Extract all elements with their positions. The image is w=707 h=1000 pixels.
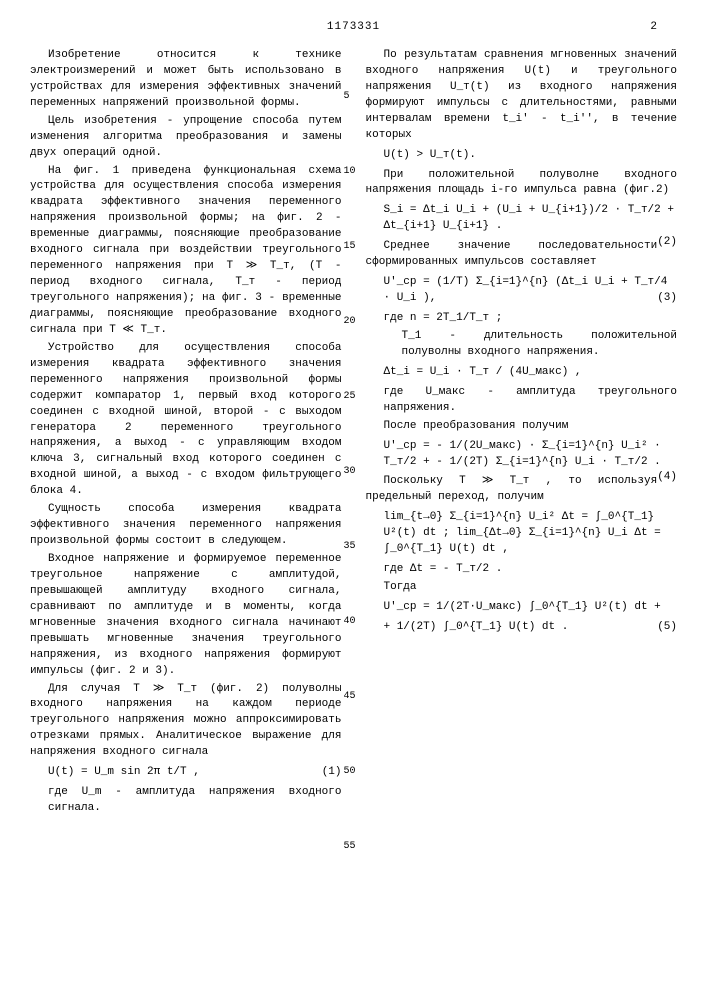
paragraph: Среднее значение последовательности сфор… bbox=[366, 239, 678, 271]
paragraph: На фиг. 1 приведена функциональная схема… bbox=[30, 164, 342, 339]
line-number: 5 bbox=[344, 90, 350, 105]
formula-5b: + 1/(2T) ∫_0^{T_1} U(t) dt . (5) bbox=[384, 620, 678, 636]
column-right: По результатам сравнения мгновенных знач… bbox=[366, 48, 678, 819]
paragraph: Изобретение относится к технике электрои… bbox=[30, 48, 342, 112]
paragraph: По результатам сравнения мгновенных знач… bbox=[366, 48, 678, 144]
line-number: 55 bbox=[344, 840, 356, 855]
formula-1: U(t) = U_m sin 2π t/T , (1) bbox=[48, 765, 342, 781]
paragraph: Устройство для осуществления способа изм… bbox=[30, 341, 342, 500]
where-clause: где U_m - амплитуда напряжения входного … bbox=[48, 785, 342, 817]
paragraph: Для случая T ≫ T_т (фиг. 2) полуволны вх… bbox=[30, 682, 342, 762]
line-number: 10 bbox=[344, 165, 356, 180]
line-number: 25 bbox=[344, 390, 356, 405]
line-number: 15 bbox=[344, 240, 356, 255]
where-clause: где Δt = - T_т/2 . bbox=[384, 562, 678, 578]
line-number: 40 bbox=[344, 615, 356, 630]
line-number: 35 bbox=[344, 540, 356, 555]
page-number: 2 bbox=[650, 20, 657, 36]
paragraph: При положительной полуволне входного нап… bbox=[366, 168, 678, 200]
where-clause: где U_макс - амплитуда треугольного напр… bbox=[384, 385, 678, 417]
column-left: Изобретение относится к технике электрои… bbox=[30, 48, 342, 819]
formula-4: U'_ср = - 1/(2U_макс) · Σ_{i=1}^{n} U_i²… bbox=[384, 439, 678, 471]
formula-limit: lim_{t→0} Σ_{i=1}^{n} U_i² Δt = ∫_0^{T_1… bbox=[384, 510, 678, 558]
line-number: 30 bbox=[344, 465, 356, 480]
where-clause: где n = 2T_1/T_т ; bbox=[384, 311, 678, 327]
formula-5a: U'_ср = 1/(2T·U_макс) ∫_0^{T_1} U²(t) dt… bbox=[384, 600, 678, 616]
where-clause: T_1 - длительность положительной полувол… bbox=[402, 329, 678, 361]
formula-inequality: U(t) > U_т(t). bbox=[384, 148, 678, 164]
paragraph: Сущность способа измерения квадрата эффе… bbox=[30, 502, 342, 550]
paragraph: Поскольку T ≫ T_т , то используя предель… bbox=[366, 474, 678, 506]
paragraph: Тогда bbox=[366, 580, 678, 596]
formula-dt: Δt_i = U_i · T_т / (4U_макс) , bbox=[384, 365, 678, 381]
line-number: 50 bbox=[344, 765, 356, 780]
formula-3: U'_ср = (1/T) Σ_{i=1}^{n} (Δt_i U_i + T_… bbox=[384, 275, 678, 307]
formula-2: S_i = Δt_i U_i + (U_i + U_{i+1})/2 · T_т… bbox=[384, 203, 678, 235]
line-number: 45 bbox=[344, 690, 356, 705]
paragraph: После преобразования получим bbox=[366, 419, 678, 435]
line-number: 20 bbox=[344, 315, 356, 330]
document-number: 1173331 bbox=[30, 20, 677, 36]
paragraph: Входное напряжение и формируемое перемен… bbox=[30, 552, 342, 680]
paragraph: Цель изобретения - упрощение способа пут… bbox=[30, 114, 342, 162]
